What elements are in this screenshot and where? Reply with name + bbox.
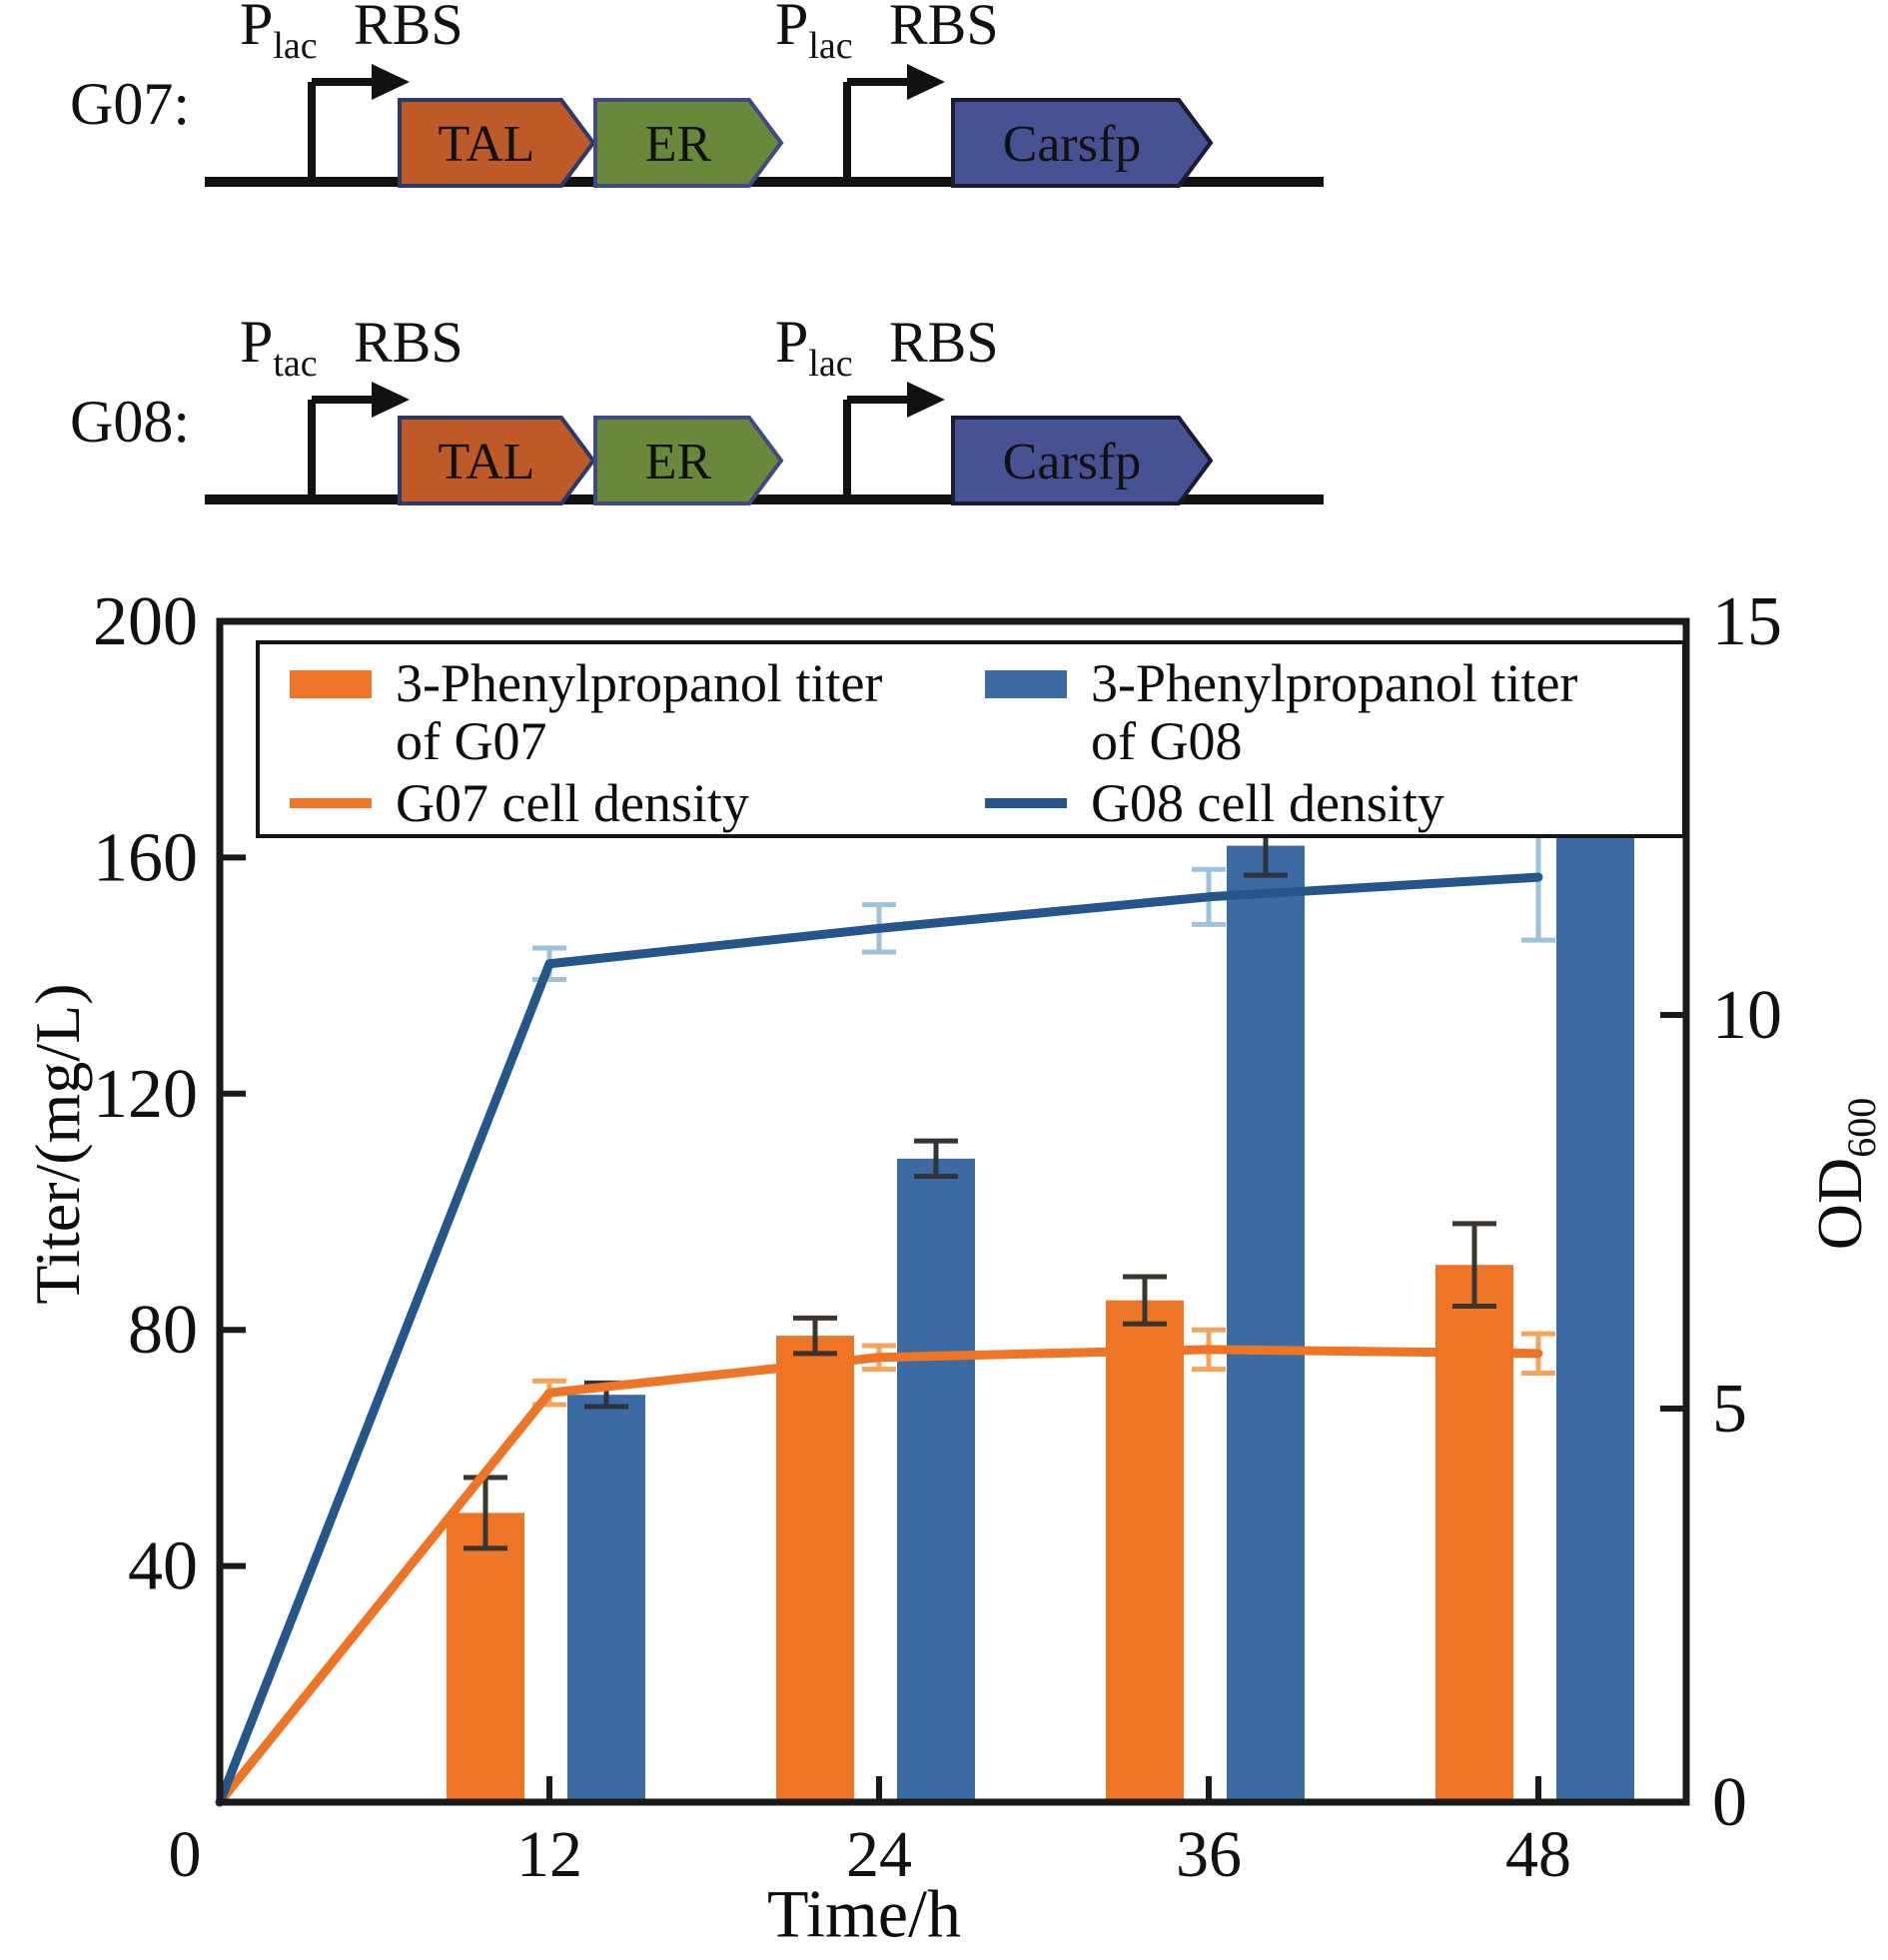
gene-arrow-er [593, 416, 784, 505]
x-tick-label-36: 36 [1176, 1818, 1242, 1891]
gene-label-tal: TAL [439, 116, 535, 173]
gene-arrow-tal [398, 416, 596, 505]
legend-label-g08-titer: 3-Phenylpropanol titer of G08 [1091, 653, 1578, 772]
y-right-tick-label-15: 15 [1712, 583, 1782, 660]
rbs-label: RBS [354, 0, 464, 57]
line-series-g08-density [215, 811, 1555, 1807]
y-axis-right-title-main: OD [1804, 1157, 1876, 1251]
promoter-arm [312, 78, 376, 86]
y-right-tick-label-10: 10 [1712, 977, 1782, 1054]
line-series-g07-density [215, 1327, 1555, 1807]
y-right-tick-label-0: 0 [1712, 1764, 1747, 1841]
x-axis-title: Time/h [766, 1875, 962, 1952]
gene-arrow-carsfp [951, 98, 1214, 188]
combo-chart: 0 12 24 36 48 40 80 120 160 200 0 5 10 15 [93, 583, 1782, 1891]
promoter-arrowhead-icon [372, 382, 410, 418]
x-tick-label-0: 0 [169, 1818, 202, 1891]
construct-row-label: G08: [70, 389, 190, 455]
y-left-tick-label-160: 160 [93, 819, 198, 896]
y-right-tick-label-5: 5 [1712, 1371, 1747, 1448]
legend-label-g08-density: G08 cell density [1091, 773, 1444, 833]
gene-arrow-carsfp [951, 416, 1214, 505]
bar [897, 1158, 975, 1799]
legend-label-g07-titer: 3-Phenylpropanol titer of G07 [396, 653, 883, 772]
legend-item-g08-titer: 3-Phenylpropanol titer of G08 [985, 654, 1610, 771]
gene-label-er: ER [645, 434, 712, 490]
promoter-stem [308, 400, 316, 499]
bar-series-g08-titer [567, 642, 1634, 1799]
bar [1106, 1300, 1184, 1799]
bar-series-g07-titer [447, 1221, 1513, 1799]
bar [776, 1336, 854, 1799]
promoter-arrowhead-icon [907, 64, 945, 100]
promoter-label: Plac [775, 309, 853, 385]
bar-error-bar [914, 1138, 958, 1180]
bar-error-bar [1452, 1221, 1496, 1310]
plot-frame [216, 617, 1690, 1806]
legend-item-g08-density: G08 cell density [985, 774, 1444, 832]
legend-swatch-g08-density-line [985, 798, 1067, 808]
gene-label-carsfp: Carsfp [1003, 434, 1142, 490]
y-left-tick-label-40: 40 [128, 1528, 198, 1605]
legend-label-g07-density: G07 cell density [396, 773, 749, 833]
y-left-tick-label-200: 200 [93, 583, 198, 660]
density-line [215, 872, 1543, 1807]
density-line [215, 1345, 1543, 1807]
rbs-label: RBS [354, 310, 464, 375]
promoter-arrowhead-icon [372, 64, 410, 100]
promoter-label: Plac [775, 0, 853, 67]
construct-row-G08: G08: Ptac RBS Plac RBS TAL ER Carsfp [70, 309, 1324, 505]
promoter-arrow-icon [308, 64, 410, 182]
gene-construct-diagram: G07: Plac RBS Plac RBS TAL ER Carsfp G08: Ptac RBS… [70, 0, 1324, 505]
promoter-arm [847, 78, 911, 86]
gene-label-er: ER [645, 116, 712, 173]
promoter-arrowhead-icon [907, 382, 945, 418]
construct-row-G07: G07: Plac RBS Plac RBS TAL ER Carsfp [70, 0, 1324, 188]
y-left-tick-label-80: 80 [128, 1292, 198, 1369]
bar [447, 1512, 524, 1799]
x-tick-label-24: 24 [846, 1818, 912, 1891]
promoter-arm [847, 396, 911, 404]
bar [1556, 680, 1634, 1799]
y-left-tick-label-120: 120 [93, 1056, 198, 1133]
promoter-arm [312, 396, 376, 404]
x-tick-label-48: 48 [1505, 1818, 1571, 1891]
y-axis-left-title: Titer/(mg/L) [22, 983, 93, 1305]
legend-item-g07-density: G07 cell density [290, 774, 749, 832]
gene-label-carsfp: Carsfp [1003, 116, 1142, 173]
rbs-label: RBS [889, 0, 999, 57]
promoter-arrow-icon [843, 382, 945, 499]
legend-swatch-g08-titer-bar [985, 670, 1067, 698]
x-tick-label-12: 12 [516, 1818, 582, 1891]
legend-swatch-g07-titer-bar [290, 670, 372, 698]
bar [1227, 845, 1305, 1799]
dna-baseline [205, 177, 1324, 187]
gene-arrow-tal [398, 98, 596, 188]
promoter-arrow-icon [843, 64, 945, 182]
gene-label-tal: TAL [439, 434, 535, 490]
rbs-label: RBS [889, 310, 999, 375]
promoter-label: Ptac [240, 309, 318, 385]
bar [567, 1395, 645, 1799]
bar-error-bar [1123, 1274, 1167, 1327]
legend-swatch-g07-density-line [290, 798, 372, 808]
bar [1435, 1265, 1513, 1799]
promoter-arrow-icon [308, 382, 410, 499]
dna-baseline [205, 494, 1324, 504]
legend-item-g07-titer: 3-Phenylpropanol titer of G07 [290, 654, 915, 771]
promoter-stem [308, 82, 316, 182]
construct-row-label: G07: [70, 71, 190, 137]
promoter-label: Plac [240, 0, 318, 67]
y-axis-right-title: OD600 [1803, 1098, 1885, 1250]
gene-arrow-er [593, 98, 784, 188]
promoter-stem [843, 82, 851, 182]
promoter-stem [843, 400, 851, 499]
y-axis-right-title-sub: 600 [1838, 1097, 1884, 1158]
bar-error-bar [793, 1315, 837, 1357]
chart-legend: 3-Phenylpropanol titer of G07 3-Phenylpr… [256, 640, 1686, 838]
